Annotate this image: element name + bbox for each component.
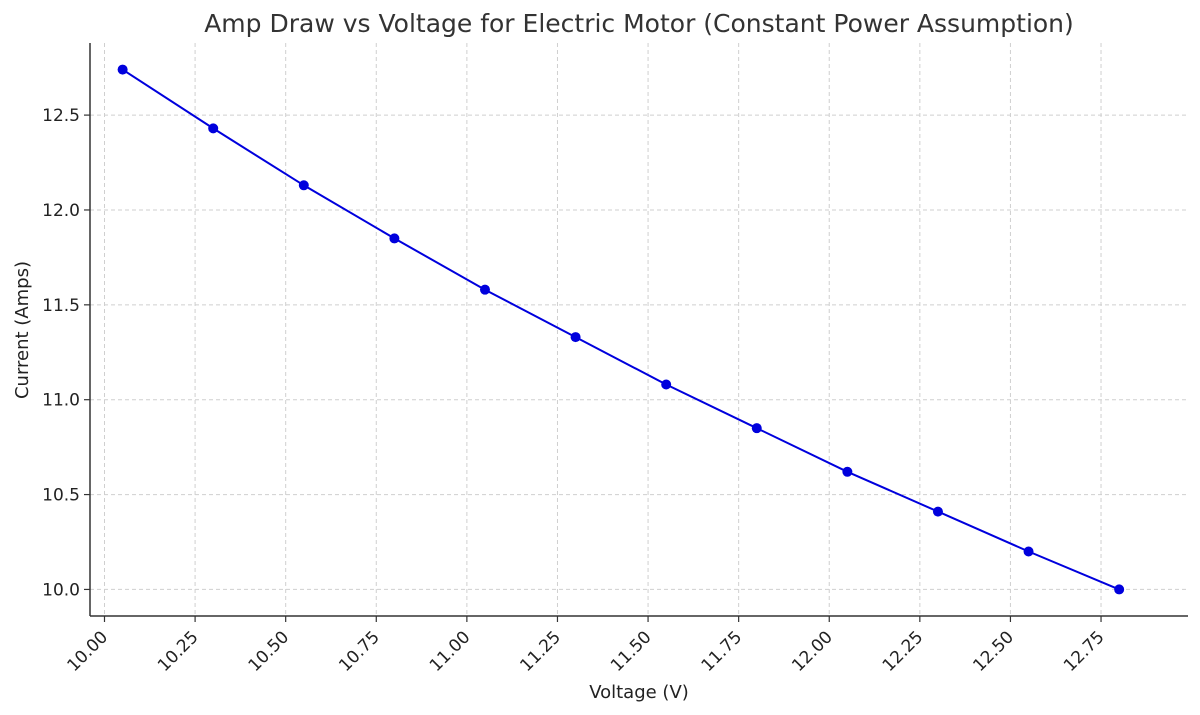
- data-series: [117, 64, 1125, 595]
- x-tick-label: 10.25: [154, 627, 203, 676]
- data-point: [389, 233, 400, 244]
- data-point: [479, 284, 490, 295]
- y-tick-label: 12.5: [42, 106, 80, 126]
- x-axis-title: Voltage (V): [589, 682, 689, 703]
- y-tick-label: 11.0: [42, 391, 80, 411]
- data-point: [570, 332, 581, 343]
- x-tick-label: 10.50: [245, 627, 294, 676]
- data-point: [208, 123, 219, 134]
- y-tick-label: 10.0: [42, 580, 80, 600]
- x-tick-label: 12.50: [969, 627, 1018, 676]
- data-point: [117, 64, 128, 75]
- x-tick-label: 12.25: [879, 627, 928, 676]
- x-tick-label: 11.25: [516, 627, 565, 676]
- tick-labels: 10.00 10.25 10.50 10.75 11.00 11.25 11.50 11.75…: [42, 106, 1108, 676]
- y-axis-title: Current (Amps): [12, 261, 33, 399]
- data-point: [842, 466, 853, 477]
- data-point: [751, 423, 762, 434]
- data-point: [298, 180, 309, 191]
- data-point: [1023, 546, 1034, 557]
- grid: [90, 43, 1188, 616]
- x-tick-label: 11.75: [698, 627, 747, 676]
- data-point: [932, 506, 943, 517]
- x-tick-label: 12.75: [1060, 627, 1109, 676]
- data-point: [1114, 584, 1125, 595]
- x-tick-label: 12.00: [788, 627, 837, 676]
- x-tick-label: 10.00: [63, 627, 112, 676]
- axes: [89, 43, 1188, 617]
- x-tick-label: 10.75: [335, 627, 384, 676]
- x-tick-label: 11.50: [607, 627, 656, 676]
- y-tick-label: 10.5: [42, 486, 80, 506]
- chart-title: Amp Draw vs Voltage for Electric Motor (…: [204, 9, 1074, 38]
- data-point: [661, 379, 672, 390]
- x-tick-label: 11.00: [426, 627, 475, 676]
- y-tick-label: 11.5: [42, 296, 80, 316]
- series-line: [122, 68, 1120, 591]
- y-tick-label: 12.0: [42, 201, 80, 221]
